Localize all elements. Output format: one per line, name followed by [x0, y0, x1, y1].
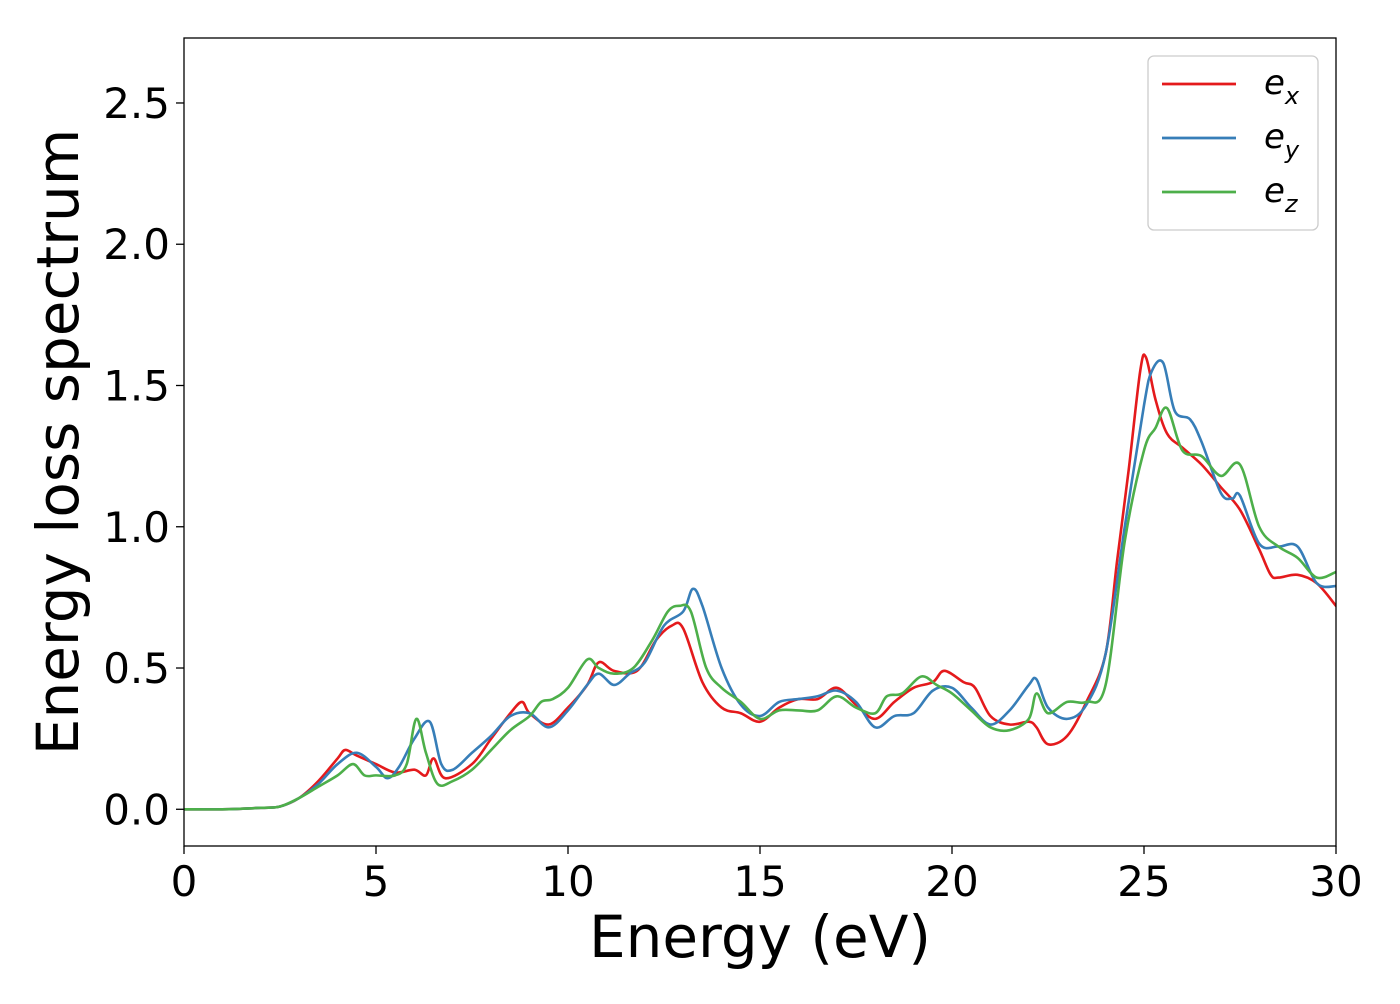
- legend-label-base: e: [1264, 171, 1285, 211]
- legend-label-y: ey: [1264, 117, 1300, 164]
- legend-label-x: ex: [1264, 63, 1300, 110]
- x-axis-ticks: 0 5 10 15 20 25 30: [171, 846, 1363, 906]
- legend-label-subscript: x: [1284, 82, 1300, 110]
- legend-label-subscript: z: [1284, 190, 1299, 218]
- x-tick-label: 5: [363, 857, 390, 906]
- x-tick-label: 0: [171, 857, 198, 906]
- legend-label-base: e: [1264, 63, 1285, 103]
- series-line-y: [184, 359, 1336, 811]
- x-tick-label: 10: [541, 857, 594, 906]
- y-tick-label: 1.5: [103, 361, 170, 410]
- y-axis-title: Energy loss spectrum: [24, 129, 92, 755]
- y-axis-ticks: 0.0 0.5 1.0 1.5 2.0 2.5: [103, 79, 184, 834]
- y-tick-label: 2.0: [103, 220, 170, 269]
- x-axis-title: Energy (eV): [589, 903, 931, 971]
- y-tick-label: 0.0: [103, 785, 170, 834]
- x-tick-label: 30: [1309, 857, 1362, 906]
- x-tick-label: 25: [1117, 857, 1170, 906]
- x-tick-label: 15: [733, 857, 786, 906]
- legend-label-z: ez: [1264, 171, 1299, 218]
- y-tick-label: 1.0: [103, 503, 170, 552]
- legend-label-base: e: [1264, 117, 1285, 157]
- plot-area: [184, 38, 1336, 846]
- legend-box: [1147, 55, 1319, 231]
- y-tick-label: 0.5: [103, 644, 170, 693]
- series-layer: [184, 353, 1336, 811]
- x-tick-label: 20: [925, 857, 978, 906]
- series-line-z: [184, 406, 1336, 811]
- y-tick-label: 2.5: [103, 79, 170, 128]
- legend-label-subscript: y: [1284, 136, 1300, 164]
